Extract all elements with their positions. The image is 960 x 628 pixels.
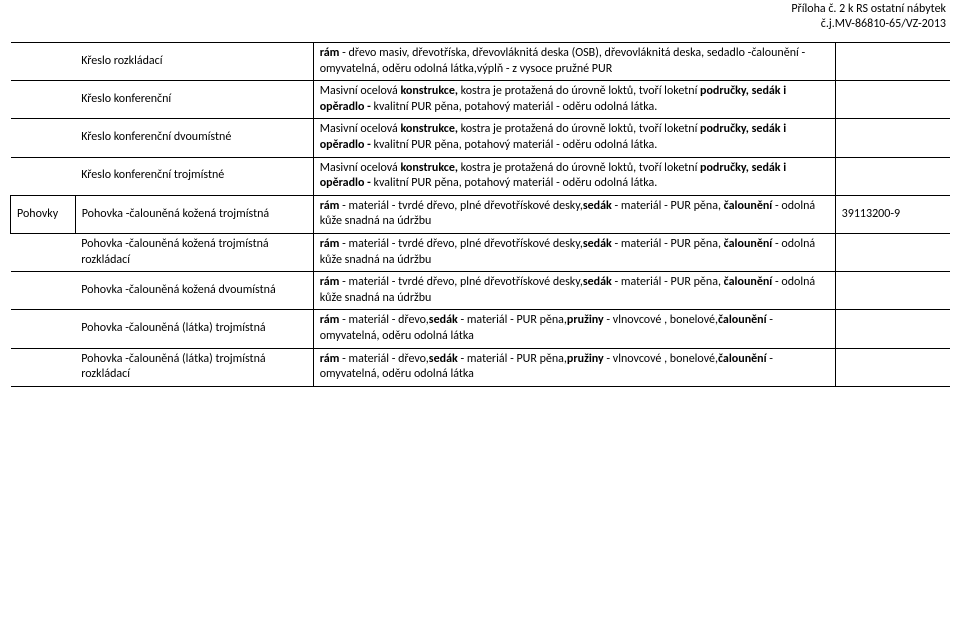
cell-code bbox=[835, 233, 950, 271]
table-row: Křeslo konferenčníMasivní ocelová konstr… bbox=[11, 81, 951, 119]
cell-item-name: Křeslo rozkládací bbox=[75, 43, 313, 81]
header-line1: Příloha č. 2 k RS ostatní nábytek bbox=[791, 2, 946, 17]
table-row: Pohovka -čalouněná (látka) trojmístnárám… bbox=[11, 310, 951, 348]
cell-code bbox=[835, 81, 950, 119]
table-row: Pohovka -čalouněná (látka) trojmístná ro… bbox=[11, 348, 951, 386]
cell-code bbox=[835, 43, 950, 81]
table-row: Pohovka -čalouněná kožená dvoumístnárám … bbox=[11, 272, 951, 310]
cell-category bbox=[11, 119, 76, 157]
cell-description: rám - materiál - tvrdé dřevo, plné dřevo… bbox=[313, 233, 835, 271]
cell-item-name: Křeslo konferenční trojmístné bbox=[75, 157, 313, 195]
cell-description: rám - materiál - tvrdé dřevo, plné dřevo… bbox=[313, 195, 835, 233]
cell-category bbox=[11, 157, 76, 195]
cell-item-name: Křeslo konferenční bbox=[75, 81, 313, 119]
table-body: Křeslo rozkládacírám - dřevo masiv, dřev… bbox=[11, 43, 951, 387]
cell-category bbox=[11, 310, 76, 348]
cell-description: Masivní ocelová konstrukce, kostra je pr… bbox=[313, 157, 835, 195]
cell-description: rám - materiál - tvrdé dřevo, plné dřevo… bbox=[313, 272, 835, 310]
cell-description: rám - materiál - dřevo,sedák - materiál … bbox=[313, 310, 835, 348]
cell-code: 39113200-9 bbox=[835, 195, 950, 233]
cell-description: rám - materiál - dřevo,sedák - materiál … bbox=[313, 348, 835, 386]
cell-description: Masivní ocelová konstrukce, kostra je pr… bbox=[313, 119, 835, 157]
cell-category bbox=[11, 233, 76, 271]
cell-description: Masivní ocelová konstrukce, kostra je pr… bbox=[313, 81, 835, 119]
cell-code bbox=[835, 157, 950, 195]
cell-code bbox=[835, 348, 950, 386]
table-row: PohovkyPohovka -čalouněná kožená trojmís… bbox=[11, 195, 951, 233]
cell-category bbox=[11, 81, 76, 119]
cell-item-name: Pohovka -čalouněná kožená trojmístná roz… bbox=[75, 233, 313, 271]
cell-item-name: Pohovka -čalouněná kožená dvoumístná bbox=[75, 272, 313, 310]
cell-item-name: Pohovka -čalouněná (látka) trojmístná bbox=[75, 310, 313, 348]
cell-category bbox=[11, 43, 76, 81]
cell-code bbox=[835, 272, 950, 310]
cell-item-name: Křeslo konferenční dvoumístné bbox=[75, 119, 313, 157]
cell-category: Pohovky bbox=[11, 195, 76, 233]
cell-code bbox=[835, 119, 950, 157]
cell-item-name: Pohovka -čalouněná kožená trojmístná bbox=[75, 195, 313, 233]
table-row: Křeslo konferenční dvoumístnéMasivní oce… bbox=[11, 119, 951, 157]
cell-item-name: Pohovka -čalouněná (látka) trojmístná ro… bbox=[75, 348, 313, 386]
header-line2: č.j.MV-86810-65/VZ-2013 bbox=[791, 17, 946, 32]
page-header: Příloha č. 2 k RS ostatní nábytek č.j.MV… bbox=[791, 2, 946, 32]
cell-category bbox=[11, 272, 76, 310]
table-row: Křeslo konferenční trojmístnéMasivní oce… bbox=[11, 157, 951, 195]
table-row: Pohovka -čalouněná kožená trojmístná roz… bbox=[11, 233, 951, 271]
cell-code bbox=[835, 310, 950, 348]
table-row: Křeslo rozkládacírám - dřevo masiv, dřev… bbox=[11, 43, 951, 81]
cell-category bbox=[11, 348, 76, 386]
cell-description: rám - dřevo masiv, dřevotříska, dřevovlá… bbox=[313, 43, 835, 81]
furniture-table: Křeslo rozkládacírám - dřevo masiv, dřev… bbox=[10, 42, 950, 387]
